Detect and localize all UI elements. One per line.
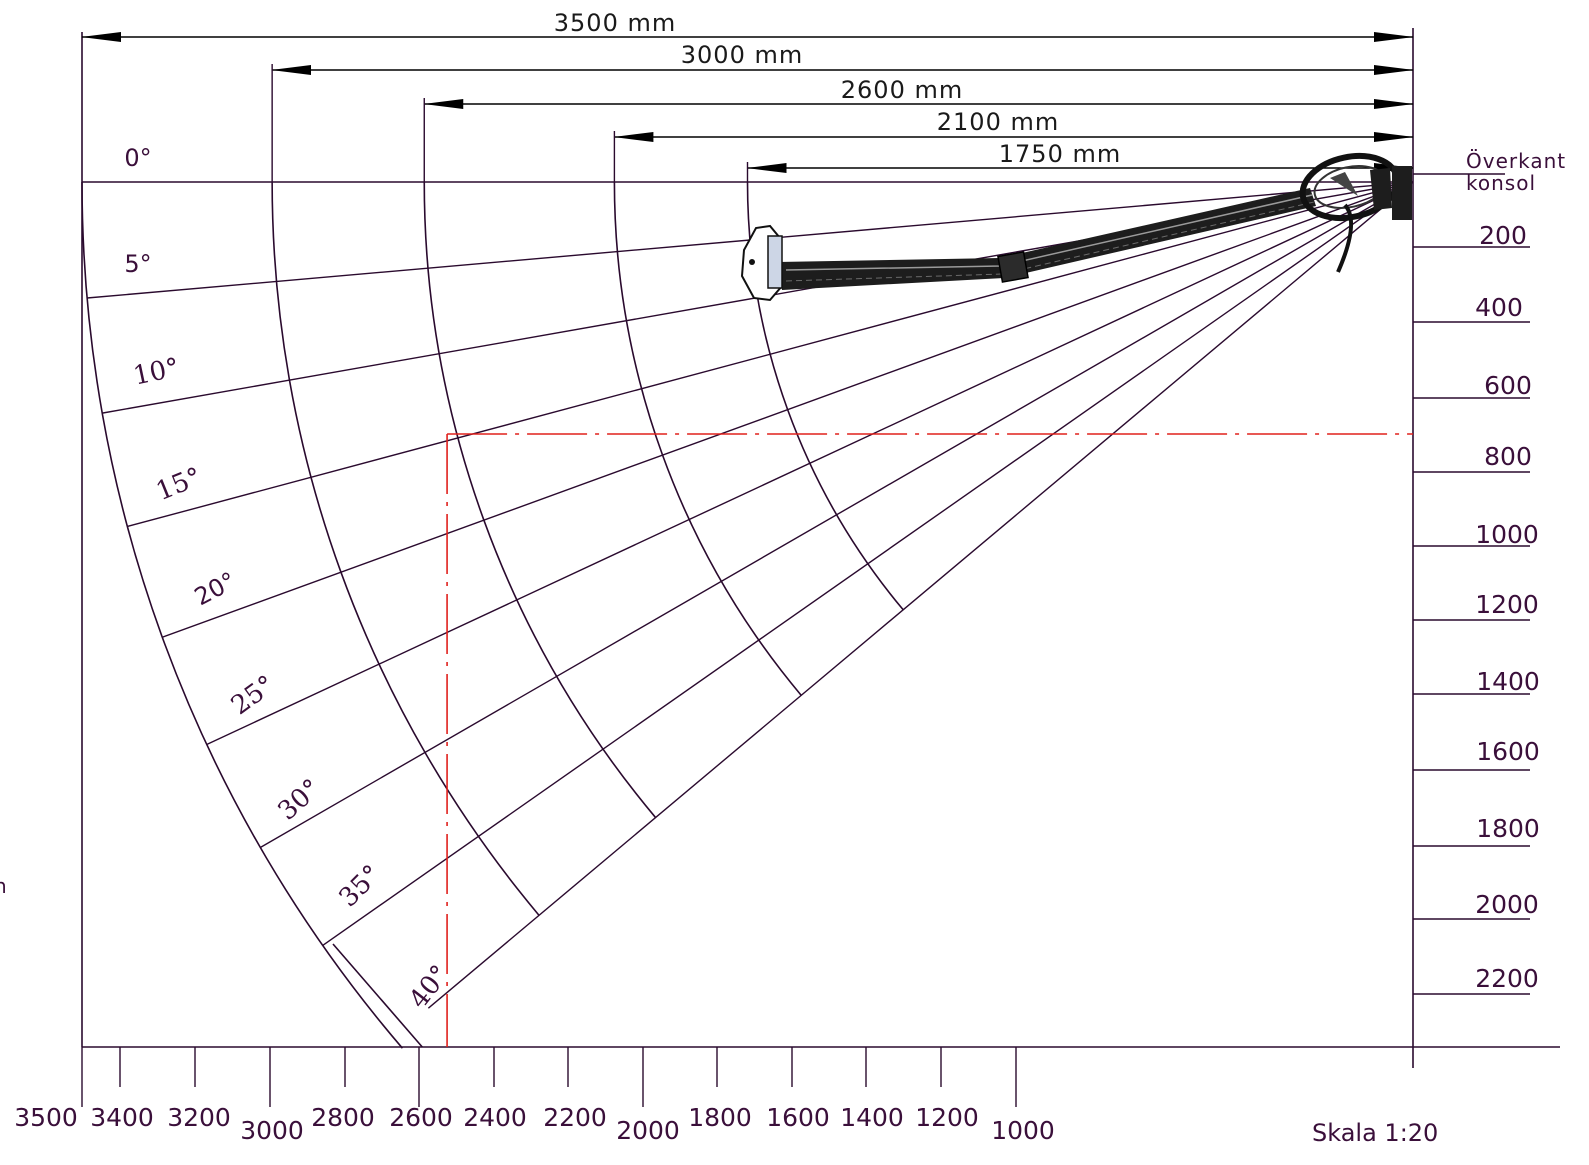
h-tick-label-2000: 2000	[616, 1116, 680, 1145]
angle-ray-40	[427, 181, 1414, 1009]
h-tick-label-2600: 2600	[389, 1103, 453, 1132]
angle-labels: 0°5°10°15°20°25°30°35°40°	[124, 144, 455, 1014]
scale-label: Skala 1:20	[1312, 1119, 1438, 1147]
angle-label-20: 20°	[190, 567, 241, 612]
h-tick-label-1800: 1800	[688, 1103, 752, 1132]
v-tick-label-400: 400	[1475, 293, 1523, 322]
h-tick-label-2200: 2200	[543, 1103, 607, 1132]
angle-label-40: 40°	[404, 960, 456, 1015]
frame-lines	[81, 28, 1560, 1068]
v-tick-label-600: 600	[1484, 371, 1532, 400]
reach-arc-2600	[423, 181, 657, 819]
dimension-label-3500: 3500 mm	[554, 9, 676, 37]
angle-label-5: 5°	[124, 250, 151, 278]
v-tick-label-1200: 1200	[1475, 590, 1539, 619]
horizontal-axis: 3500 3400 3200 3000 2800 2600 2400 2200 2000 1800…	[14, 1047, 1055, 1145]
angle-fan	[87, 181, 1414, 1009]
h-tick-label-1400: 1400	[840, 1103, 904, 1132]
angle-label-30: 30°	[272, 773, 326, 826]
reach-arcs	[81, 181, 904, 1049]
reach-arc-3000	[271, 181, 540, 916]
h-tick-label-1600: 1600	[766, 1103, 830, 1132]
crane-arm-illustration	[740, 153, 1412, 302]
dimension-label-3000: 3000 mm	[681, 41, 803, 69]
outer-arc-closing	[332, 943, 423, 1048]
h-tick-label-3400: 3400	[90, 1103, 154, 1132]
reach-arc-3500	[81, 181, 404, 1049]
reach-arc-2100	[613, 181, 802, 696]
v-tick-label-800: 800	[1484, 442, 1532, 471]
cropped-side-text: n	[0, 874, 8, 898]
h-tick-label-3000: 3000	[240, 1116, 304, 1145]
angle-label-0: 0°	[124, 144, 151, 172]
dimension-label-2100: 2100 mm	[937, 108, 1059, 136]
example-guide-lines	[446, 433, 1413, 1047]
dimension-label-2600: 2600 mm	[841, 76, 963, 104]
angle-label-10: 10°	[131, 353, 182, 392]
vertical-axis: 200 400 600 800 1000 1200 1400 1600 1800 2000 2200	[1413, 221, 1540, 995]
reach-dimension-lines	[81, 32, 1414, 182]
angle-label-15: 15°	[152, 462, 206, 507]
v-tick-label-200: 200	[1479, 221, 1527, 250]
v-tick-label-1400: 1400	[1476, 667, 1540, 696]
v-tick-label-2200: 2200	[1475, 964, 1539, 993]
v-tick-label-2000: 2000	[1475, 890, 1539, 919]
h-tick-label-1200: 1200	[915, 1103, 979, 1132]
h-tick-label-3500: 3500	[14, 1103, 78, 1132]
h-tick-label-3200: 3200	[167, 1103, 231, 1132]
h-tick-label-2400: 2400	[463, 1103, 527, 1132]
v-tick-label-1800: 1800	[1476, 814, 1540, 843]
v-tick-label-1600: 1600	[1476, 737, 1540, 766]
dimension-label-1750: 1750 mm	[999, 140, 1121, 168]
h-tick-label-2800: 2800	[311, 1103, 375, 1132]
h-tick-label-1000: 1000	[991, 1116, 1055, 1145]
v-tick-label-1000: 1000	[1475, 520, 1539, 549]
reference-label-top: Överkant	[1466, 149, 1566, 173]
reference-label-bottom: konsol	[1466, 171, 1536, 195]
